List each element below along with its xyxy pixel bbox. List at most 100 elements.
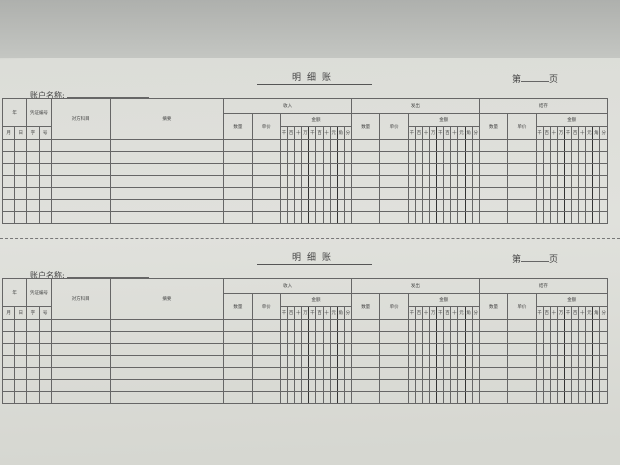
entry-cell[interactable] <box>38 319 52 332</box>
entry-cell[interactable] <box>14 391 28 404</box>
digit-cell[interactable] <box>421 163 431 176</box>
digit-cell[interactable] <box>315 355 324 368</box>
entry-cell[interactable] <box>379 355 409 368</box>
entry-cell[interactable] <box>251 379 281 392</box>
entry-cell[interactable] <box>379 331 409 344</box>
digit-cell[interactable] <box>585 211 594 224</box>
entry-cell[interactable] <box>1 343 16 356</box>
entry-cell[interactable] <box>223 379 253 392</box>
entry-cell[interactable] <box>50 175 111 188</box>
digit-cell[interactable] <box>329 355 338 368</box>
digit-cell[interactable] <box>578 355 587 368</box>
digit-cell[interactable] <box>542 391 551 404</box>
digit-cell[interactable] <box>322 331 331 344</box>
entry-cell[interactable] <box>478 163 509 176</box>
digit-cell[interactable] <box>315 151 324 164</box>
entry-cell[interactable] <box>251 211 281 224</box>
entry-cell[interactable] <box>26 187 40 200</box>
digit-cell[interactable] <box>308 151 317 164</box>
digit-cell[interactable] <box>329 343 338 356</box>
digit-cell[interactable] <box>336 211 345 224</box>
digit-cell[interactable] <box>421 379 431 392</box>
digit-cell[interactable] <box>322 139 331 152</box>
digit-cell[interactable] <box>429 331 438 344</box>
digit-cell[interactable] <box>315 367 324 380</box>
digit-cell[interactable] <box>592 355 601 368</box>
digit-cell[interactable] <box>450 391 459 404</box>
digit-cell[interactable] <box>322 355 331 368</box>
digit-cell[interactable] <box>549 175 558 188</box>
entry-cell[interactable] <box>109 379 225 392</box>
entry-cell[interactable] <box>26 331 40 344</box>
digit-cell[interactable] <box>556 343 565 356</box>
digit-cell[interactable] <box>301 379 310 392</box>
digit-cell[interactable] <box>585 187 594 200</box>
entry-cell[interactable] <box>507 391 537 404</box>
entry-cell[interactable] <box>350 355 381 368</box>
digit-cell[interactable] <box>592 211 601 224</box>
digit-cell[interactable] <box>599 163 608 176</box>
entry-cell[interactable] <box>350 211 381 224</box>
digit-cell[interactable] <box>343 211 352 224</box>
digit-cell[interactable] <box>301 211 310 224</box>
digit-cell[interactable] <box>556 187 565 200</box>
entry-cell[interactable] <box>478 211 509 224</box>
digit-cell[interactable] <box>585 367 594 380</box>
digit-cell[interactable] <box>436 355 445 368</box>
digit-cell[interactable] <box>549 319 558 332</box>
entry-cell[interactable] <box>1 199 16 212</box>
digit-cell[interactable] <box>457 319 466 332</box>
entry-cell[interactable] <box>38 391 52 404</box>
digit-cell[interactable] <box>578 367 587 380</box>
digit-cell[interactable] <box>571 199 580 212</box>
digit-cell[interactable] <box>436 175 445 188</box>
entry-cell[interactable] <box>350 367 381 380</box>
digit-cell[interactable] <box>457 151 466 164</box>
digit-cell[interactable] <box>421 175 431 188</box>
entry-cell[interactable] <box>350 139 381 152</box>
digit-cell[interactable] <box>294 343 303 356</box>
digit-cell[interactable] <box>542 343 551 356</box>
digit-cell[interactable] <box>457 343 466 356</box>
digit-cell[interactable] <box>464 139 473 152</box>
digit-cell[interactable] <box>414 139 423 152</box>
digit-cell[interactable] <box>421 187 431 200</box>
digit-cell[interactable] <box>556 355 565 368</box>
digit-cell[interactable] <box>592 163 601 176</box>
digit-cell[interactable] <box>407 199 416 212</box>
digit-cell[interactable] <box>585 355 594 368</box>
digit-cell[interactable] <box>443 175 452 188</box>
digit-cell[interactable] <box>436 391 445 404</box>
digit-cell[interactable] <box>429 391 438 404</box>
entry-cell[interactable] <box>50 139 111 152</box>
digit-cell[interactable] <box>414 379 423 392</box>
digit-cell[interactable] <box>414 151 423 164</box>
digit-cell[interactable] <box>578 151 587 164</box>
entry-cell[interactable] <box>14 211 28 224</box>
digit-cell[interactable] <box>450 319 459 332</box>
digit-cell[interactable] <box>457 163 466 176</box>
digit-cell[interactable] <box>599 343 608 356</box>
digit-cell[interactable] <box>571 139 580 152</box>
digit-cell[interactable] <box>421 367 431 380</box>
digit-cell[interactable] <box>336 139 345 152</box>
entry-cell[interactable] <box>478 199 509 212</box>
digit-cell[interactable] <box>301 199 310 212</box>
digit-cell[interactable] <box>308 319 317 332</box>
entry-cell[interactable] <box>50 331 111 344</box>
digit-cell[interactable] <box>563 175 573 188</box>
digit-cell[interactable] <box>322 379 331 392</box>
digit-cell[interactable] <box>450 139 459 152</box>
digit-cell[interactable] <box>336 367 345 380</box>
digit-cell[interactable] <box>301 187 310 200</box>
entry-cell[interactable] <box>109 343 225 356</box>
digit-cell[interactable] <box>421 391 431 404</box>
digit-cell[interactable] <box>549 343 558 356</box>
digit-cell[interactable] <box>464 163 473 176</box>
digit-cell[interactable] <box>294 151 303 164</box>
digit-cell[interactable] <box>450 151 459 164</box>
digit-cell[interactable] <box>571 343 580 356</box>
digit-cell[interactable] <box>279 211 289 224</box>
digit-cell[interactable] <box>279 343 289 356</box>
digit-cell[interactable] <box>471 319 480 332</box>
